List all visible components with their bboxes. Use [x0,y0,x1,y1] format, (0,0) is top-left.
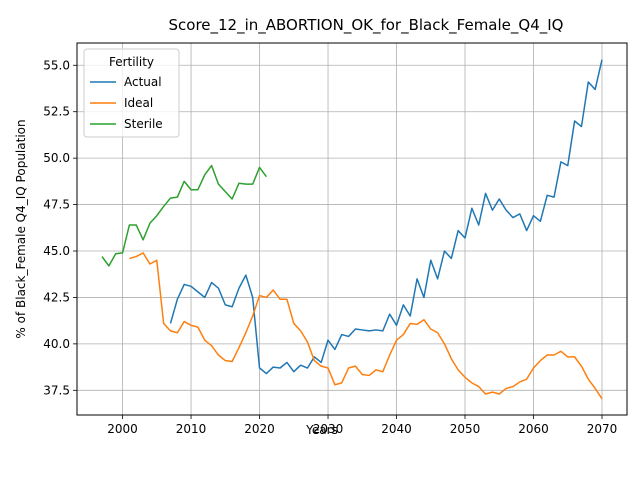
legend: Fertility Actual Ideal Sterile [83,48,180,138]
y-tick-label: 40.0 [43,337,70,351]
y-tick-label: 47.5 [43,198,70,212]
chart-title: Score_12_in_ABORTION_OK_for_Black_Female… [169,16,564,35]
x-tick-label: 2070 [587,422,618,436]
legend-title: Fertility [109,55,154,69]
y-tick-label: 55.0 [43,58,70,72]
legend-label-ideal: Ideal [124,96,153,110]
x-tick-label: 2050 [450,422,481,436]
series-line-ideal [129,252,603,400]
x-axis-label: Years [305,423,338,437]
x-tick-label: 2020 [244,422,275,436]
series-line-actual [169,59,603,375]
legend-label-actual: Actual [124,75,162,89]
series-layer [101,59,603,400]
legend-box [83,48,180,138]
y-tick-label: 42.5 [43,290,70,304]
legend-label-sterile: Sterile [124,117,163,131]
y-axis-label: % of Black_Female Q4_IQ Population [14,119,28,338]
x-tick-label: 2010 [176,422,207,436]
y-tick-label: 45.0 [43,244,70,258]
ticks: 2000 2010 2020 2030 2040 2050 2060 2070 37.5 40.0… [43,58,617,436]
y-tick-label: 37.5 [43,383,70,397]
grid [77,43,627,415]
x-tick-label: 2030 [313,422,344,436]
x-tick-label: 2000 [107,422,138,436]
plot-frame [76,42,628,416]
series-line-sterile [101,164,267,267]
y-tick-label: 52.5 [43,105,70,119]
x-tick-label: 2060 [518,422,549,436]
y-tick-label: 50.0 [43,151,70,165]
x-tick-label: 2040 [381,422,412,436]
